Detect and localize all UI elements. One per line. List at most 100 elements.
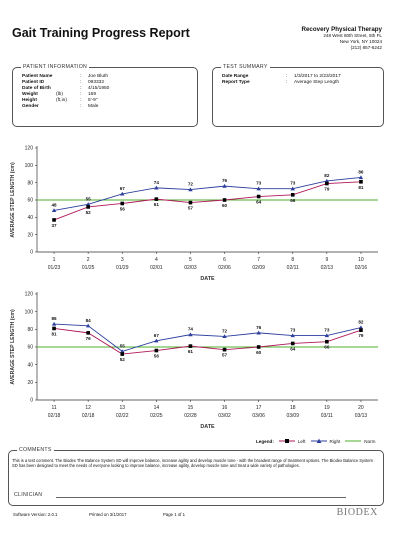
right-value-label: 86 [358,169,364,174]
comments-box: COMMENTS [8,447,384,506]
legend-title: Legend: [256,438,274,444]
test-summary-table: Date Range:1/3/2017 to 2/23/2017 Report T… [222,74,341,86]
patient-info-value: Male [88,104,99,110]
test-summary-colon: : [286,74,288,79]
left-point [86,205,90,209]
patient-info-value: 5'-9" [88,98,98,104]
right-point [256,186,261,191]
left-value-label: 79 [358,333,364,338]
right-value-label: 76 [222,178,228,183]
right-point [188,332,193,337]
left-value-label: 56 [120,206,126,211]
patient-information-heading: PATIENT INFORMATION [21,64,90,71]
left-value-label: 60 [222,203,228,208]
legend-right-label: Right [329,438,341,444]
date-label: 02/22 [116,413,129,419]
session-label: 4 [155,257,158,263]
left-point [188,200,193,205]
test-summary-heading: TEST SUMMARY [221,64,270,71]
patient-info-label: Gender [22,104,39,110]
clinician-heading: CLINICIAN [14,492,43,498]
y-axis-label: AVERAGE STEP LENGTH (cm) [10,309,16,385]
report-title: Gait Training Progress Report [12,26,190,40]
date-label: 02/03 [184,265,197,271]
left-value-label: 57 [222,353,228,358]
right-point [51,208,57,212]
legend-item-right: Right [310,438,341,444]
patient-info-unit: (lb) [56,92,63,98]
y-tick-label: 100 [25,163,34,169]
company-block: Recovery Physical Therapy 248 West 80th … [302,26,382,51]
x-axis-label: DATE [200,276,215,282]
left-point [52,326,56,331]
date-label: 03/02 [218,413,231,419]
x-axis-label: DATE [200,424,215,430]
y-axis-label: AVERAGE STEP LENGTH (cm) [10,162,16,238]
right-value-label: 48 [51,202,57,207]
y-tick-label: 60 [27,198,33,204]
patient-info-colon: : [80,104,82,110]
right-point [290,186,295,191]
date-label: 02/18 [82,413,95,419]
comments-text: This is a test comment. The Biodex The B… [12,458,373,469]
patient-info-colon: : [80,92,82,98]
left-value-label: 61 [154,202,160,207]
legend-right-line-icon [310,438,327,443]
left-point [154,348,159,353]
date-label: 02/25 [150,413,163,419]
page-number: Page 1 of 1 [163,512,185,517]
right-value-label: 72 [222,328,228,333]
right-value-label: 74 [188,327,194,332]
right-value-label: 67 [154,333,160,338]
right-point [85,323,91,328]
left-value-label: 57 [188,206,194,211]
date-label: 02/09 [252,265,265,271]
right-point [222,183,227,188]
left-point [52,218,56,222]
left-point [290,193,295,197]
left-point [188,344,193,348]
y-tick-label: 0 [30,250,33,256]
right-value-label: 73 [324,328,330,333]
patient-info-row: Date of Birth:4/15/1950 [22,86,109,92]
legend-item-left: Left [278,438,306,444]
session-label: 14 [154,405,160,411]
test-summary-row: Report Type: Average Step Length [222,80,341,86]
date-label: 03/06 [252,413,265,419]
left-value-label: 56 [154,354,160,359]
printed-on: Printed on 3/1/2017 [89,512,127,517]
right-value-label: 67 [120,186,126,191]
patient-info-label: Patient ID [22,80,45,86]
date-label: 02/28 [184,413,197,419]
session-label: 13 [119,405,125,411]
test-summary-value: 1/3/2017 to 2/23/2017 [294,74,341,79]
left-value-label: 64 [290,346,296,351]
patient-info-colon: : [80,86,82,92]
right-value-label: 74 [154,180,160,185]
left-value-label: 52 [86,210,92,215]
right-point [324,178,330,183]
left-point [256,194,261,199]
right-value-label: 73 [290,181,296,186]
left-value-label: 37 [51,223,57,228]
session-label: 20 [358,405,364,411]
session-label: 17 [256,405,262,411]
date-label: 03/13 [355,413,368,419]
right-point [324,333,330,338]
left-point [256,345,261,349]
session-label: 15 [188,405,194,411]
right-value-label: 82 [358,320,364,325]
chart-legend: Legend: Left Right Norm [256,438,376,444]
right-value-label: 84 [86,318,92,323]
test-summary-value: Average Step Length [294,80,339,86]
y-tick-label: 60 [27,345,33,351]
session-label: 18 [290,405,296,411]
date-label: 03/11 [321,413,333,419]
left-point [325,181,329,186]
left-value-label: 76 [86,336,92,341]
right-point [358,175,364,180]
session-label: 9 [325,257,328,263]
left-value-label: 66 [290,198,296,203]
y-tick-label: 40 [27,215,33,221]
left-value-label: 64 [256,200,262,205]
